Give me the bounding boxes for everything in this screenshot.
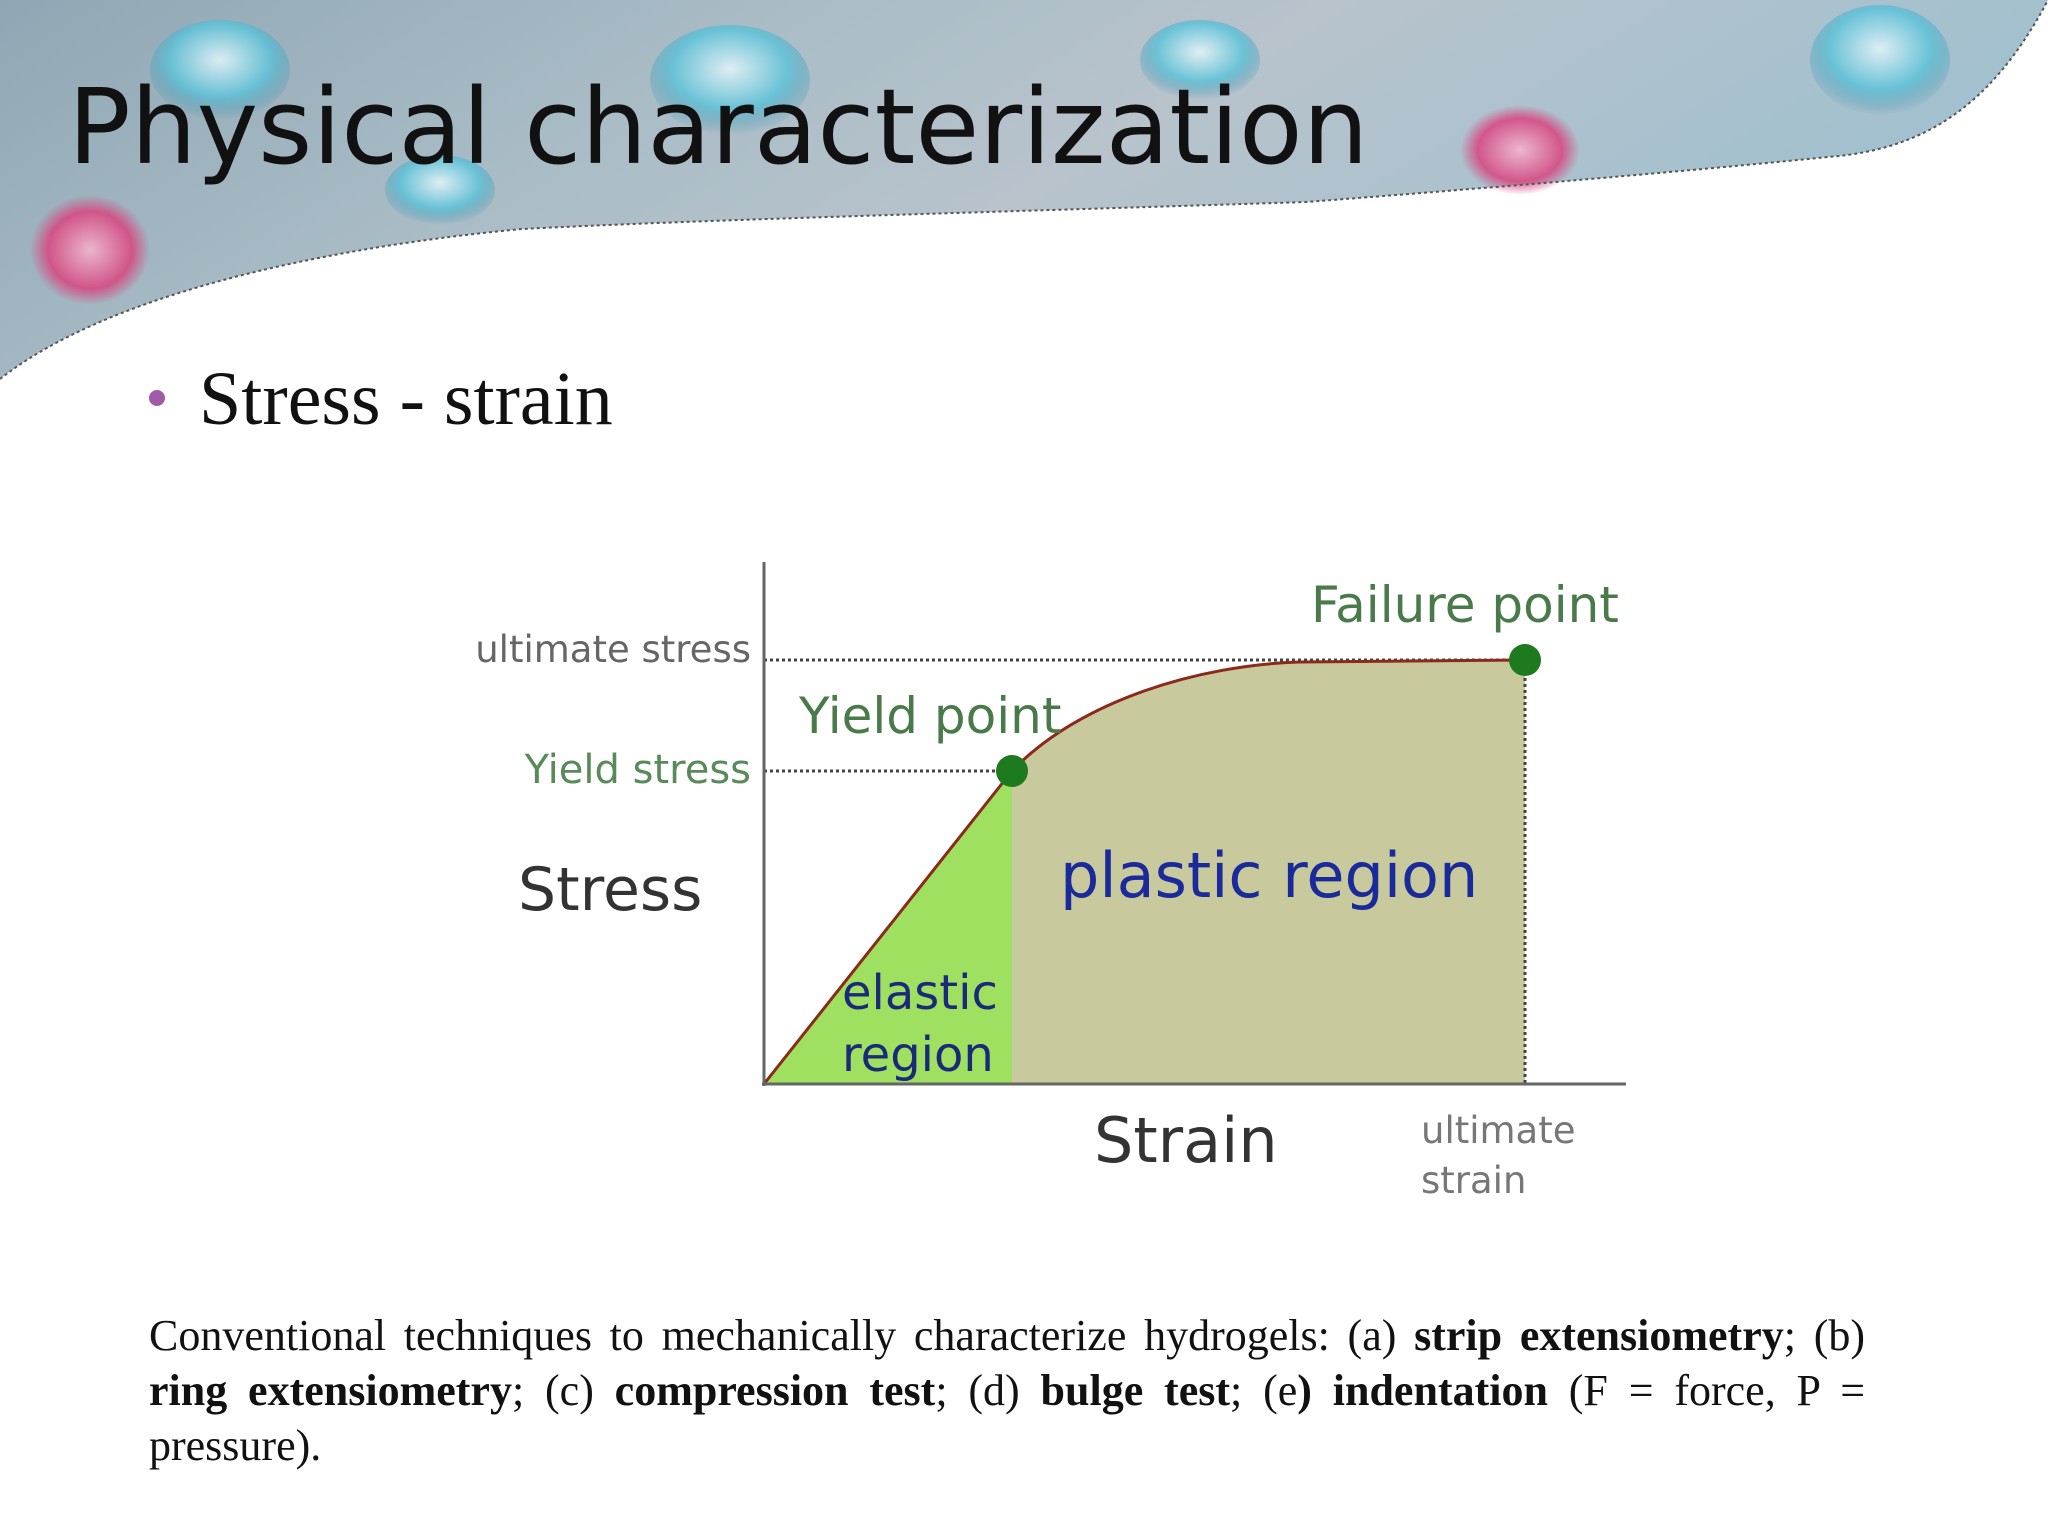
x-axis-label: Strain [1094,1104,1278,1177]
failure-point-marker [1509,644,1541,676]
header-banner [0,0,2048,379]
caption-text: ; (c) [511,1366,615,1415]
header-edge [0,0,2048,380]
caption-bold-text: ) indentation [1297,1366,1548,1415]
stress-strain-curve [762,658,1526,1085]
plastic-region-label: plastic region [1060,839,1478,912]
caption-bold-text: strip extensiometry [1414,1311,1784,1360]
caption-text: ; (d) [935,1366,1041,1415]
elastic-region-label: elastic [842,965,998,1021]
caption-bold-text: ring extensiometry [149,1366,512,1415]
header-decoration [30,5,1950,305]
yield-point-marker [996,755,1028,787]
caption-text: Conventional techniques to mechanically … [149,1311,1415,1360]
ultimate-strain-label: strain [1421,1159,1526,1202]
caption-text: ; (b) [1783,1311,1866,1360]
ultimate-stress-label: ultimate stress [475,628,751,671]
caption-bold-text: compression test [614,1366,936,1415]
elastic-region-label: region [842,1027,994,1083]
plastic-area [1012,660,1525,1084]
ultimate-strain-label: ultimate [1421,1109,1576,1152]
stress-strain-diagram: ultimate stress Yield stress Stress Yiel… [475,562,1626,1202]
failure-point-label: Failure point [1311,576,1619,634]
bullet-dot [149,390,165,406]
caption-text: ; (e [1230,1366,1298,1415]
yield-point-label: Yield point [798,687,1061,745]
caption: Conventional techniques to mechanically … [149,1308,1865,1473]
slide-title: Physical characterization [68,66,1369,188]
caption-bold-text: bulge test [1040,1366,1231,1415]
bullet-text: Stress - strain [199,357,613,441]
y-axis-label: Stress [518,855,702,925]
caption-text: (F = force, P = pressure). [149,1366,1866,1470]
yield-stress-label: Yield stress [524,747,751,793]
